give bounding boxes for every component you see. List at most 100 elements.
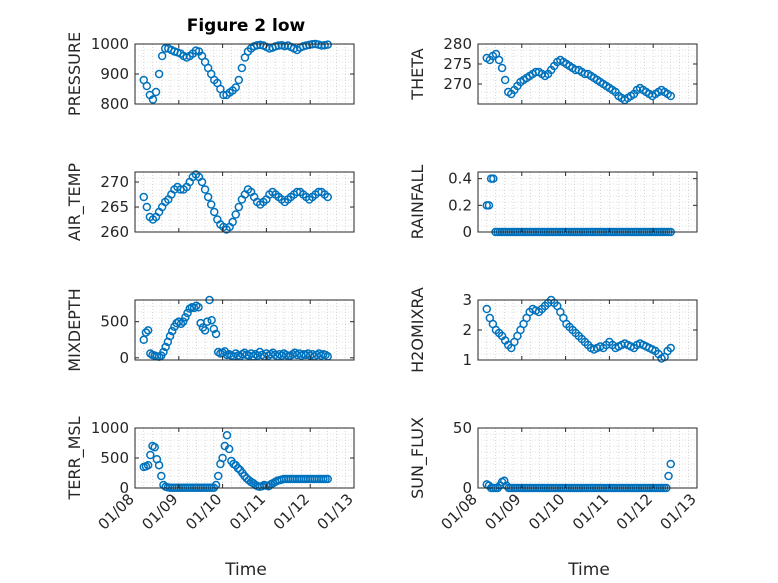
data-point (210, 207, 219, 217)
x-tick-label: 01/10 (525, 490, 568, 533)
y-tick-label: 1 (462, 351, 472, 369)
subplot-theta: 270 275 280 THETA (408, 35, 698, 105)
data-point (139, 192, 149, 202)
y-tick-label: 0 (462, 223, 472, 241)
data-point (150, 442, 159, 452)
data-point (234, 202, 244, 212)
y-tick-label: 0.2 (448, 196, 472, 214)
y-tick-label: 260 (100, 223, 129, 241)
data-point (194, 302, 203, 312)
data-point (234, 75, 244, 85)
y-axis-label: TERR_MSL (65, 416, 85, 500)
data-point (323, 192, 332, 202)
data-point (494, 55, 504, 65)
data-point (317, 41, 326, 50)
data-point (489, 174, 498, 183)
data-point (666, 343, 675, 353)
subplot-h2omixra: 1 2 3 H2OMIXRA (408, 287, 698, 373)
x-tick-label: 01/08 (95, 490, 138, 533)
data-point (231, 83, 240, 92)
subplot-mixdepth: 0 500 MIXDEPTH (65, 288, 355, 372)
y-tick-label: 2 (462, 321, 472, 339)
grid (477, 428, 698, 488)
data-point (151, 87, 161, 97)
x-tick-label: 01/11 (569, 490, 612, 533)
data-point (497, 63, 507, 73)
data-point (181, 313, 190, 322)
data-point (165, 331, 175, 341)
data-point (484, 201, 494, 210)
x-tick-label: 01/08 (438, 490, 481, 533)
data-point (323, 474, 332, 484)
data-point (174, 317, 184, 326)
data-point (146, 450, 155, 460)
data-point (666, 91, 675, 101)
y-tick-label: 500 (100, 449, 129, 467)
data-point (203, 317, 212, 326)
x-tick-label: 01/09 (481, 490, 524, 533)
y-tick-label: 280 (443, 35, 472, 53)
data-point (482, 304, 492, 314)
data-point (240, 471, 249, 481)
data-point (222, 430, 232, 440)
subplot-terr_msl: 0 500 1000 01/08 01/09 01/10 01/11 01/12 01/13 TE… (65, 416, 357, 533)
y-tick-label: 0 (119, 479, 129, 497)
data-point (142, 202, 152, 212)
data-point (274, 41, 283, 50)
data-point (142, 81, 152, 91)
x-tick-label: 01/11 (226, 490, 269, 533)
data-point (500, 476, 509, 486)
y-tick-label: 1000 (91, 35, 129, 53)
grid (477, 44, 698, 104)
x-axis-label-left: Time (224, 560, 267, 580)
y-axis-label: THETA (408, 48, 427, 100)
y-axis-label: AIR_TEMP (65, 163, 85, 241)
data-point (218, 453, 227, 463)
data-point (157, 471, 166, 481)
data-point (666, 459, 675, 469)
y-axis-label: SUN_FLUX (408, 417, 428, 499)
y-tick-label: 0 (462, 479, 472, 497)
data-point (139, 335, 149, 345)
data-point (183, 308, 192, 318)
data-point (211, 329, 221, 339)
y-tick-label: 0 (119, 349, 129, 367)
data-point (167, 326, 177, 336)
data-point (197, 177, 207, 187)
y-axis-label: H2OMIXRA (408, 287, 427, 373)
data-point (148, 95, 158, 104)
x-tick-label: 01/12 (613, 490, 656, 533)
data-point (206, 200, 216, 209)
y-tick-label: 1000 (91, 419, 129, 437)
y-tick-label: 265 (100, 198, 129, 216)
x-tick-label: 01/10 (182, 490, 225, 533)
data-point (200, 326, 210, 335)
x-axis-label-right: Time (567, 560, 610, 580)
y-axis-label: MIXDEPTH (65, 288, 84, 371)
data-point (143, 326, 153, 335)
x-tick-label: 01/12 (270, 490, 313, 533)
subplot-pressure: 800 900 1000 PRESSURE (65, 32, 355, 116)
data-point (209, 324, 219, 334)
data-point (200, 185, 210, 194)
data-point (189, 303, 199, 313)
y-axis-label: RAINFALL (408, 165, 427, 240)
y-tick-label: 50 (453, 419, 472, 437)
data-point (157, 51, 167, 61)
data-point (224, 444, 234, 454)
data-point (176, 319, 186, 329)
data-point (141, 328, 151, 337)
data-point (664, 471, 673, 481)
y-tick-label: 800 (100, 95, 129, 113)
y-axis-label: PRESSURE (65, 32, 84, 116)
y-tick-label: 270 (100, 173, 129, 191)
y-tick-label: 0.4 (448, 170, 472, 188)
y-tick-label: 275 (443, 55, 472, 73)
data-point (207, 315, 216, 325)
data-point (231, 210, 240, 219)
data-point (154, 460, 164, 470)
data-point (252, 40, 262, 50)
subplot-air_temp: 260 265 270 AIR_TEMP (65, 163, 355, 241)
data-point (228, 217, 237, 227)
